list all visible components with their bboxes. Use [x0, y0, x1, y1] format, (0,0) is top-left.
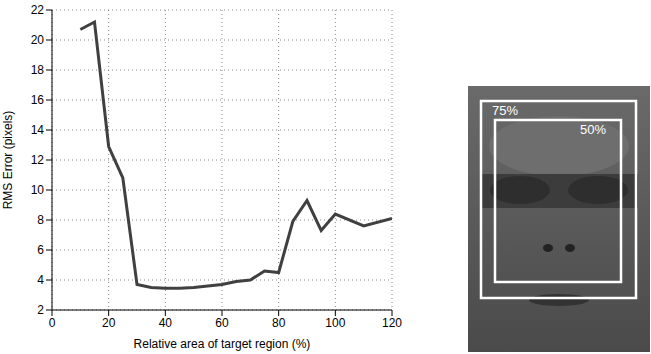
- svg-text:4: 4: [37, 273, 44, 287]
- svg-text:60: 60: [215, 316, 229, 330]
- svg-text:6: 6: [37, 243, 44, 257]
- svg-text:80: 80: [272, 316, 286, 330]
- svg-text:Relative area of target region: Relative area of target region (%): [134, 337, 311, 351]
- svg-text:100: 100: [325, 316, 345, 330]
- svg-text:RMS Error (pixels): RMS Error (pixels): [1, 111, 15, 210]
- svg-text:0: 0: [49, 316, 56, 330]
- svg-text:14: 14: [31, 123, 45, 137]
- svg-text:20: 20: [31, 33, 45, 47]
- svg-text:8: 8: [37, 213, 44, 227]
- svg-text:75%: 75%: [492, 103, 518, 118]
- svg-text:18: 18: [31, 63, 45, 77]
- svg-text:12: 12: [31, 153, 45, 167]
- svg-text:50%: 50%: [580, 122, 606, 137]
- svg-text:120: 120: [382, 316, 402, 330]
- svg-text:22: 22: [31, 3, 45, 17]
- svg-text:40: 40: [159, 316, 173, 330]
- svg-text:20: 20: [102, 316, 116, 330]
- svg-text:2: 2: [37, 303, 44, 317]
- svg-text:16: 16: [31, 93, 45, 107]
- svg-text:10: 10: [31, 183, 45, 197]
